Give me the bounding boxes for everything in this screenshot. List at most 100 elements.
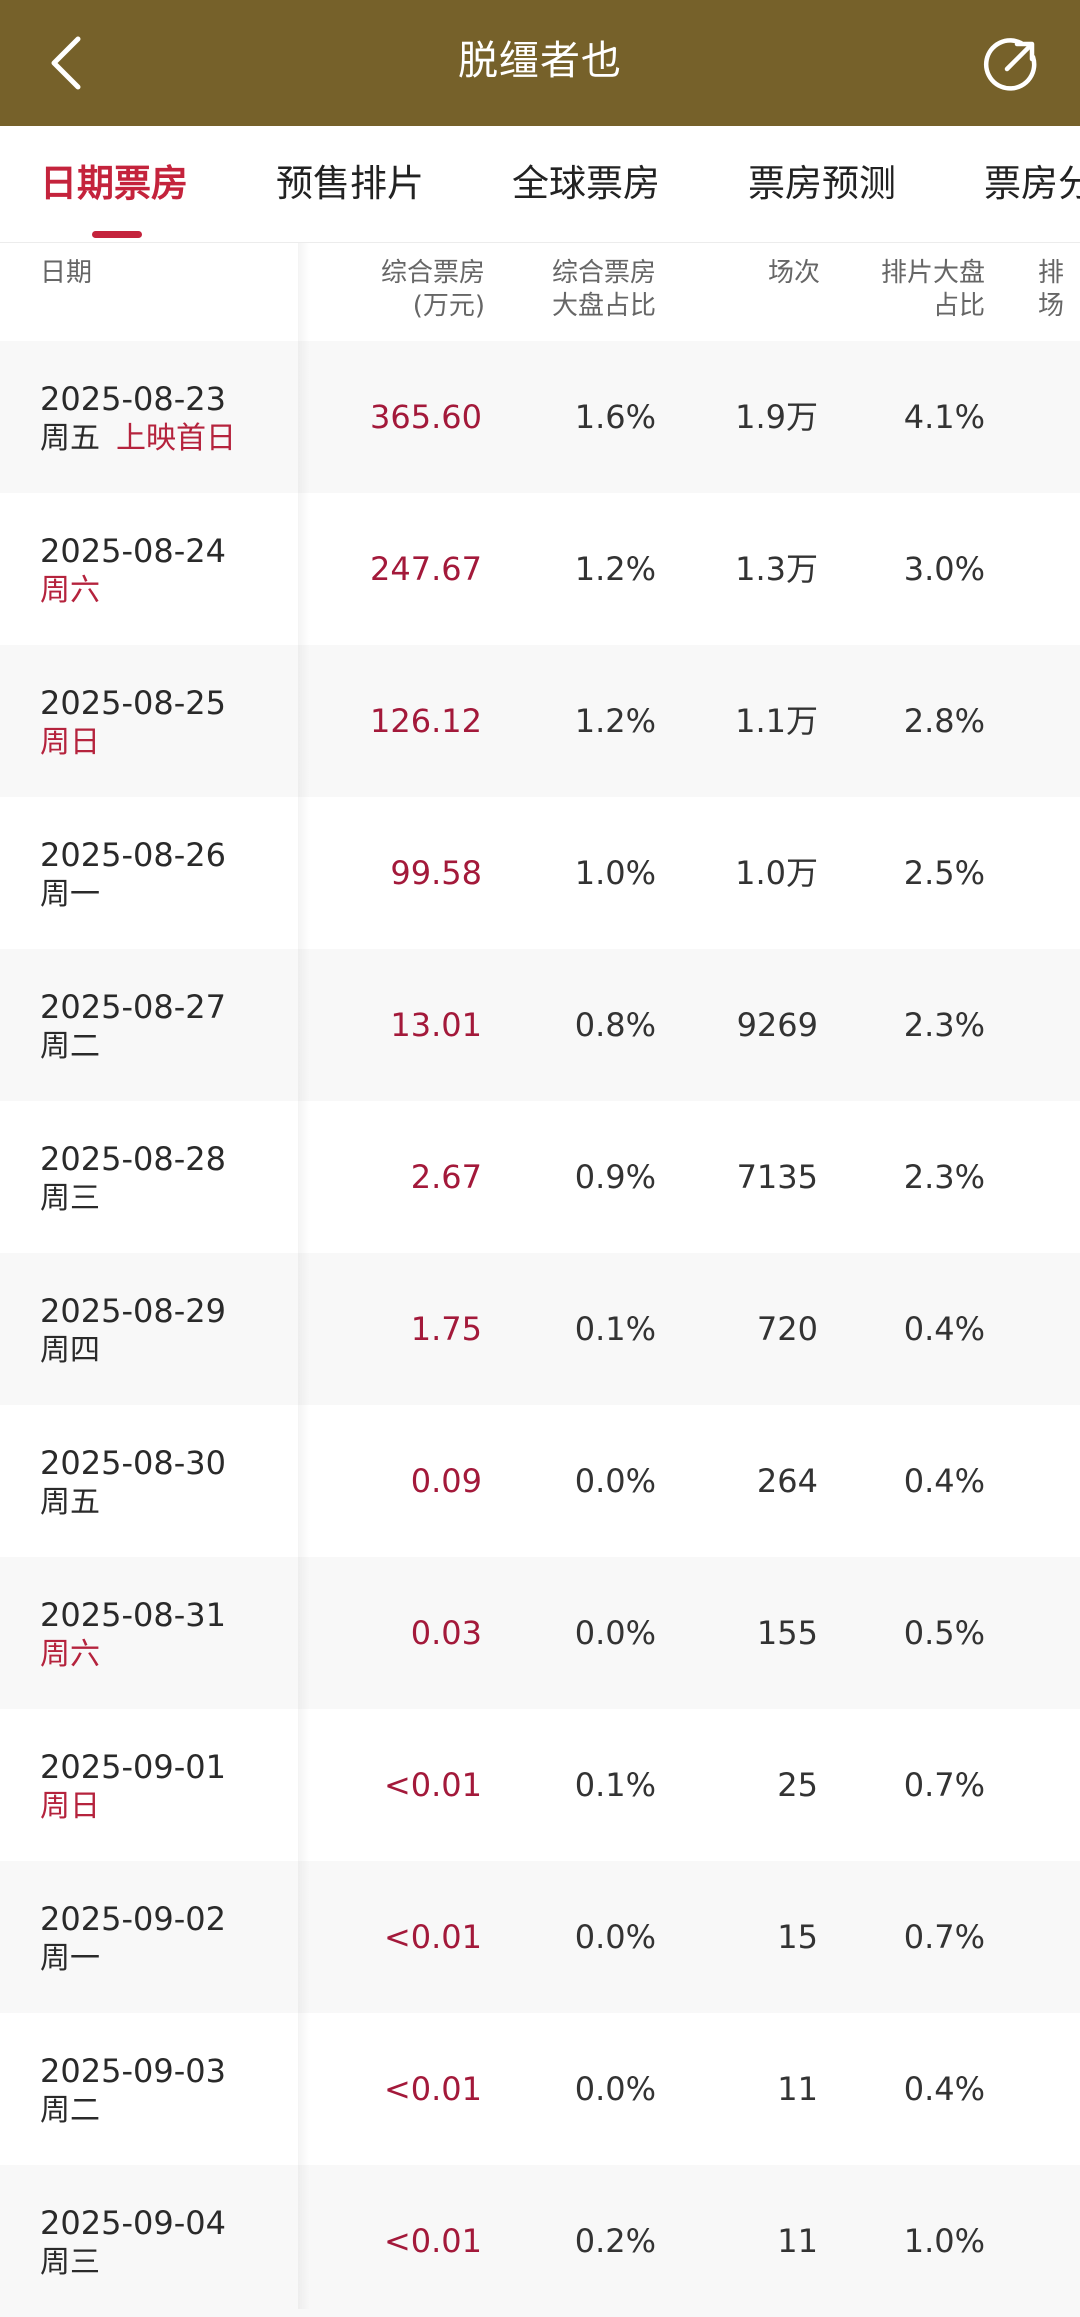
- header-shows[interactable]: 场次: [767, 258, 820, 288]
- tab-bar: 日期票房 预售排片 全球票房 票房预测 票房分: [0, 126, 1080, 243]
- row-shows: 720: [756, 1310, 818, 1348]
- row-schedule-share: 1.0%: [903, 2222, 985, 2260]
- app-header: 脱缰者也: [0, 0, 1080, 126]
- row-box-office: 247.67: [370, 550, 482, 588]
- header-share-line2: 大盘占比: [551, 291, 656, 321]
- table-row[interactable]: 2025-08-26 周一 99.58 1.0% 1.0万 2.5%: [0, 797, 1080, 949]
- row-box-office: 365.60: [370, 398, 482, 436]
- row-box-office-share: 0.0%: [574, 1614, 656, 1652]
- row-date: 2025-08-28: [40, 1140, 226, 1178]
- table-header: 日期 综合票房 (万元) 综合票房 大盘占比 场次 排片大盘 占比 排场: [0, 243, 1080, 342]
- header-slot-line2: 占比: [932, 291, 985, 321]
- row-shows: 25: [777, 1766, 818, 1804]
- row-shows: 1.3万: [735, 550, 818, 588]
- header-box-office-share[interactable]: 综合票房 大盘占比: [552, 257, 656, 323]
- row-schedule-share: 0.7%: [903, 1918, 985, 1956]
- row-box-office: 13.01: [390, 1006, 482, 1044]
- table-row[interactable]: 2025-08-27 周二 13.01 0.8% 9269 2.3%: [0, 949, 1080, 1101]
- row-box-office: 1.75: [410, 1310, 482, 1348]
- row-date: 2025-08-24: [40, 532, 226, 570]
- row-box-office-share: 1.2%: [574, 550, 656, 588]
- row-date: 2025-08-29: [40, 1292, 226, 1330]
- tab-box-office-forecast[interactable]: 票房预测: [748, 162, 896, 205]
- row-box-office: <0.01: [383, 1766, 482, 1804]
- row-shows: 15: [777, 1918, 818, 1956]
- weekday-label: 周五: [40, 421, 100, 456]
- row-shows: 264: [756, 1462, 818, 1500]
- row-weekday: 周五: [40, 1485, 100, 1520]
- row-weekday: 周三: [40, 2245, 100, 2280]
- row-schedule-share: 0.4%: [903, 1310, 985, 1348]
- table-row[interactable]: 2025-09-03 周二 <0.01 0.0% 11 0.4%: [0, 2013, 1080, 2165]
- table-row[interactable]: 2025-09-04 周三 <0.01 0.2% 11 1.0%: [0, 2165, 1080, 2317]
- chevron-left-icon: [51, 36, 81, 90]
- header-schedule-share[interactable]: 排片大盘 占比: [881, 257, 985, 323]
- row-date: 2025-08-23: [40, 380, 226, 418]
- row-weekday: 周二: [40, 2093, 100, 2128]
- share-button[interactable]: [978, 30, 1044, 96]
- row-weekday: 周三: [40, 1181, 100, 1216]
- tab-presale-schedule[interactable]: 预售排片: [276, 162, 424, 205]
- back-button[interactable]: [36, 28, 96, 98]
- row-box-office: 126.12: [370, 702, 482, 740]
- header-share-line1: 综合票房: [551, 258, 656, 288]
- row-date: 2025-08-25: [40, 684, 226, 722]
- row-schedule-share: 0.5%: [903, 1614, 985, 1652]
- row-shows: 11: [777, 2070, 818, 2108]
- row-weekday: 周五 上映首日: [40, 419, 236, 459]
- table-row[interactable]: 2025-08-24 周六 247.67 1.2% 1.3万 3.0%: [0, 493, 1080, 645]
- header-box-office-line1: 综合票房: [380, 258, 485, 288]
- row-box-office: 0.09: [410, 1462, 482, 1500]
- row-shows: 1.9万: [735, 398, 818, 436]
- row-box-office-share: 0.0%: [574, 2070, 656, 2108]
- share-icon: [983, 38, 1037, 91]
- row-shows: 9269: [736, 1006, 818, 1044]
- table-row[interactable]: 2025-09-02 周一 <0.01 0.0% 15 0.7%: [0, 1861, 1080, 2013]
- row-schedule-share: 0.4%: [903, 1462, 985, 1500]
- row-box-office: <0.01: [383, 2070, 482, 2108]
- table-row[interactable]: 2025-08-23 周五 上映首日 365.60 1.6% 1.9万 4.1%: [0, 341, 1080, 493]
- row-shows: 11: [777, 2222, 818, 2260]
- row-schedule-share: 0.7%: [903, 1766, 985, 1804]
- table-row[interactable]: 2025-08-31 周六 0.03 0.0% 155 0.5%: [0, 1557, 1080, 1709]
- row-box-office: <0.01: [383, 2222, 482, 2260]
- active-tab-indicator: [92, 231, 142, 238]
- header-box-office[interactable]: 综合票房 (万元): [381, 257, 485, 323]
- row-schedule-share: 3.0%: [903, 550, 985, 588]
- row-box-office-share: 0.1%: [574, 1766, 656, 1804]
- row-date: 2025-09-04: [40, 2204, 226, 2242]
- row-box-office-share: 1.6%: [574, 398, 656, 436]
- row-box-office: 2.67: [410, 1158, 482, 1196]
- header-slot-line1: 排片大盘: [880, 258, 985, 288]
- row-box-office-share: 0.8%: [574, 1006, 656, 1044]
- row-box-office-share: 0.0%: [574, 1918, 656, 1956]
- tab-global-box-office[interactable]: 全球票房: [512, 162, 660, 205]
- row-date: 2025-08-27: [40, 988, 226, 1026]
- table-row[interactable]: 2025-08-28 周三 2.67 0.9% 7135 2.3%: [0, 1101, 1080, 1253]
- row-schedule-share: 2.5%: [903, 854, 985, 892]
- row-shows: 1.0万: [735, 854, 818, 892]
- tab-daily-box-office[interactable]: 日期票房: [40, 162, 188, 205]
- table-row[interactable]: 2025-08-29 周四 1.75 0.1% 720 0.4%: [0, 1253, 1080, 1405]
- row-date: 2025-09-01: [40, 1748, 226, 1786]
- row-weekday: 周日: [40, 725, 100, 760]
- row-date: 2025-09-02: [40, 1900, 226, 1938]
- table-row[interactable]: 2025-08-30 周五 0.09 0.0% 264 0.4%: [0, 1405, 1080, 1557]
- table-row[interactable]: 2025-09-01 周日 <0.01 0.1% 25 0.7%: [0, 1709, 1080, 1861]
- tab-box-office-analysis[interactable]: 票房分: [984, 162, 1080, 205]
- row-weekday: 周一: [40, 1941, 100, 1976]
- row-schedule-share: 2.3%: [903, 1158, 985, 1196]
- row-schedule-share: 2.3%: [903, 1006, 985, 1044]
- row-box-office-share: 0.1%: [574, 1310, 656, 1348]
- row-weekday: 周四: [40, 1333, 100, 1368]
- row-box-office: <0.01: [383, 1918, 482, 1956]
- header-box-office-line2: (万元): [412, 291, 485, 321]
- row-schedule-share: 2.8%: [903, 702, 985, 740]
- row-shows: 1.1万: [735, 702, 818, 740]
- header-seat-share[interactable]: 排场: [1038, 258, 1065, 321]
- row-weekday: 周六: [40, 573, 100, 608]
- table-row[interactable]: 2025-08-25 周日 126.12 1.2% 1.1万 2.8%: [0, 645, 1080, 797]
- row-box-office-share: 0.9%: [574, 1158, 656, 1196]
- row-box-office-share: 0.0%: [574, 1462, 656, 1500]
- row-weekday: 周二: [40, 1029, 100, 1064]
